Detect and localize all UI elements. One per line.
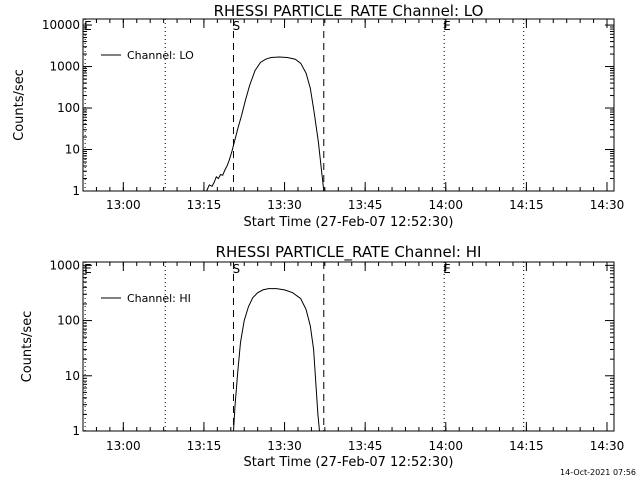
x-tick-label: 13:30	[267, 198, 302, 212]
y-axis-label: Counts/sec	[20, 311, 35, 383]
marker-label: S	[232, 262, 240, 276]
marker-label: S	[232, 19, 240, 33]
y-tick-label: 100	[57, 314, 80, 328]
x-tick-label: 13:15	[187, 439, 222, 453]
plot-frame	[82, 261, 615, 432]
y-tick-label: 10000	[42, 18, 80, 32]
y-tick-label: 1000	[49, 258, 80, 272]
x-tick-label: 13:00	[106, 198, 141, 212]
x-tick-label: 13:45	[348, 198, 383, 212]
panel-hi: RHESSI PARTICLE_RATE Channel: HI 13:00 13:…	[20, 243, 624, 470]
plot-frame	[82, 18, 615, 192]
x-tick-label: 14:30	[590, 439, 625, 453]
y-tick-label: 1000	[49, 60, 80, 74]
y-axis-label: Counts/sec	[12, 69, 27, 141]
x-tick-label: 14:00	[428, 439, 463, 453]
x-tick-label: 14:30	[590, 198, 625, 212]
x-tick-label: 14:15	[509, 198, 544, 212]
x-axis-label: Start Time (27-Feb-07 12:52:30)	[244, 215, 454, 230]
marker-label: E	[443, 262, 451, 276]
legend-label: Channel: HI	[127, 292, 191, 305]
x-tick-label: 13:00	[106, 439, 141, 453]
y-tick-label: 100	[57, 101, 80, 115]
marker-label: E	[84, 19, 92, 33]
y-tick-label: 10	[65, 143, 80, 157]
legend-label: Channel: LO	[127, 49, 194, 62]
x-tick-label: 13:30	[267, 439, 302, 453]
x-tick-label: 14:15	[509, 439, 544, 453]
footer-timestamp: 14-Oct-2021 07:56	[560, 468, 636, 477]
chart-title: RHESSI PARTICLE_RATE Channel: HI	[216, 243, 482, 262]
series-line	[206, 56, 325, 192]
y-tick-label: 1	[72, 424, 80, 438]
x-tick-label: 13:45	[348, 439, 383, 453]
panel-lo: RHESSI PARTICLE_RATE Channel: LO 13:00 13:…	[12, 2, 624, 230]
marker-label: E	[443, 19, 451, 33]
chart-title: RHESSI PARTICLE_RATE Channel: LO	[214, 2, 484, 21]
y-tick-label: 1	[72, 184, 80, 198]
x-axis-label: Start Time (27-Feb-07 12:52:30)	[244, 455, 454, 470]
marker-label: E	[84, 262, 92, 276]
y-tick-label: 10	[65, 369, 80, 383]
x-tick-label: 13:15	[187, 198, 222, 212]
x-tick-label: 14:00	[428, 198, 463, 212]
series-line	[233, 288, 320, 432]
